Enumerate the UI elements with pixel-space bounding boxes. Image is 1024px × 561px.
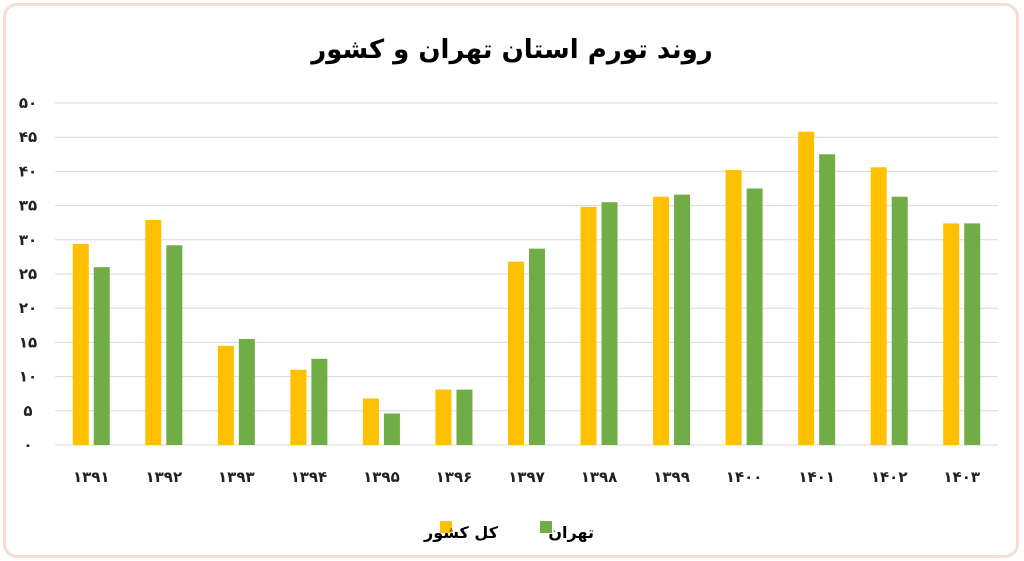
y-tick-label: ۱۰ bbox=[19, 368, 37, 386]
x-tick-label: ۱۳۹۴ bbox=[291, 468, 328, 486]
bar-tehran bbox=[383, 413, 400, 445]
x-tick-label: ۱۳۹۵ bbox=[363, 468, 400, 486]
x-tick-label: ۱۴۰۰ bbox=[726, 468, 763, 486]
x-tick-label: ۱۳۹۱ bbox=[73, 468, 110, 486]
bar-tehran bbox=[674, 194, 691, 445]
legend-label: تهران bbox=[548, 523, 594, 542]
y-tick-label: ۵۰ bbox=[19, 94, 37, 112]
x-tick-label: ۱۳۹۶ bbox=[436, 468, 473, 486]
bar-tehran bbox=[238, 338, 255, 445]
legend: کل کشور تهران bbox=[423, 521, 594, 542]
bar-tehran bbox=[93, 267, 110, 445]
y-tick-label: ۳۵ bbox=[19, 197, 37, 215]
x-tick-label: ۱۳۹۳ bbox=[218, 468, 255, 486]
bar-country bbox=[725, 170, 742, 446]
x-tick-label: ۱۳۹۹ bbox=[653, 468, 690, 486]
y-tick-label: ۴۰ bbox=[19, 162, 37, 180]
bar-country bbox=[870, 167, 887, 445]
y-tick-label: ۲۰ bbox=[19, 299, 37, 317]
bar-country bbox=[943, 223, 960, 445]
x-tick-label: ۱۳۹۷ bbox=[508, 468, 545, 486]
bars bbox=[72, 131, 981, 446]
bar-tehran bbox=[529, 248, 545, 445]
bar-tehran bbox=[311, 358, 328, 445]
legend-swatch bbox=[440, 521, 452, 533]
bar-country bbox=[290, 369, 307, 445]
bar-country bbox=[145, 219, 162, 445]
bar-tehran bbox=[891, 196, 908, 445]
gridlines bbox=[55, 102, 998, 446]
bar-country bbox=[217, 345, 234, 445]
bar-tehran bbox=[166, 245, 183, 445]
y-tick-label: ۵ bbox=[23, 402, 32, 420]
bar-country bbox=[72, 243, 89, 445]
y-tick-label: ۳۰ bbox=[19, 231, 37, 249]
y-tick-label: ۲۵ bbox=[19, 265, 37, 283]
chart-title: روند تورم استان تهران و کشور bbox=[309, 35, 713, 65]
bar-country bbox=[653, 196, 670, 445]
x-tick-label: ۱۳۹۲ bbox=[145, 468, 182, 486]
bar-country bbox=[798, 131, 815, 445]
bar-tehran bbox=[601, 202, 618, 445]
bar-tehran bbox=[456, 389, 473, 445]
bar-tehran bbox=[746, 188, 763, 445]
y-axis-ticks: ۰ ۵ ۱۰ ۱۵ ۲۰ ۲۵ ۳۰ ۳۵ ۴۰ ۴۵ ۵۰ bbox=[19, 94, 37, 454]
x-tick-label: ۱۴۰۱ bbox=[798, 468, 835, 486]
bar-tehran bbox=[964, 223, 981, 445]
x-axis-ticks: ۱۳۹۱ ۱۳۹۲ ۱۳۹۳ ۱۳۹۴ ۱۳۹۵ ۱۳۹۶ ۱۳۹۷ ۱۳۹۸ ۱۳۹۹ ۱۴۰۰… bbox=[73, 468, 980, 486]
bar-country bbox=[508, 261, 524, 445]
bar-country bbox=[362, 398, 379, 445]
bar-country bbox=[435, 389, 452, 445]
bar-tehran bbox=[819, 154, 836, 446]
legend-label: کل کشور bbox=[423, 523, 499, 542]
y-tick-label: ۱۵ bbox=[19, 333, 37, 351]
y-tick-label: ۰ bbox=[23, 436, 32, 454]
x-tick-label: ۱۳۹۸ bbox=[581, 468, 618, 486]
y-tick-label: ۴۵ bbox=[19, 128, 37, 146]
x-tick-label: ۱۴۰۳ bbox=[943, 468, 980, 486]
x-tick-label: ۱۴۰۲ bbox=[871, 468, 908, 486]
legend-swatch bbox=[540, 521, 552, 533]
bar-country bbox=[580, 206, 597, 445]
